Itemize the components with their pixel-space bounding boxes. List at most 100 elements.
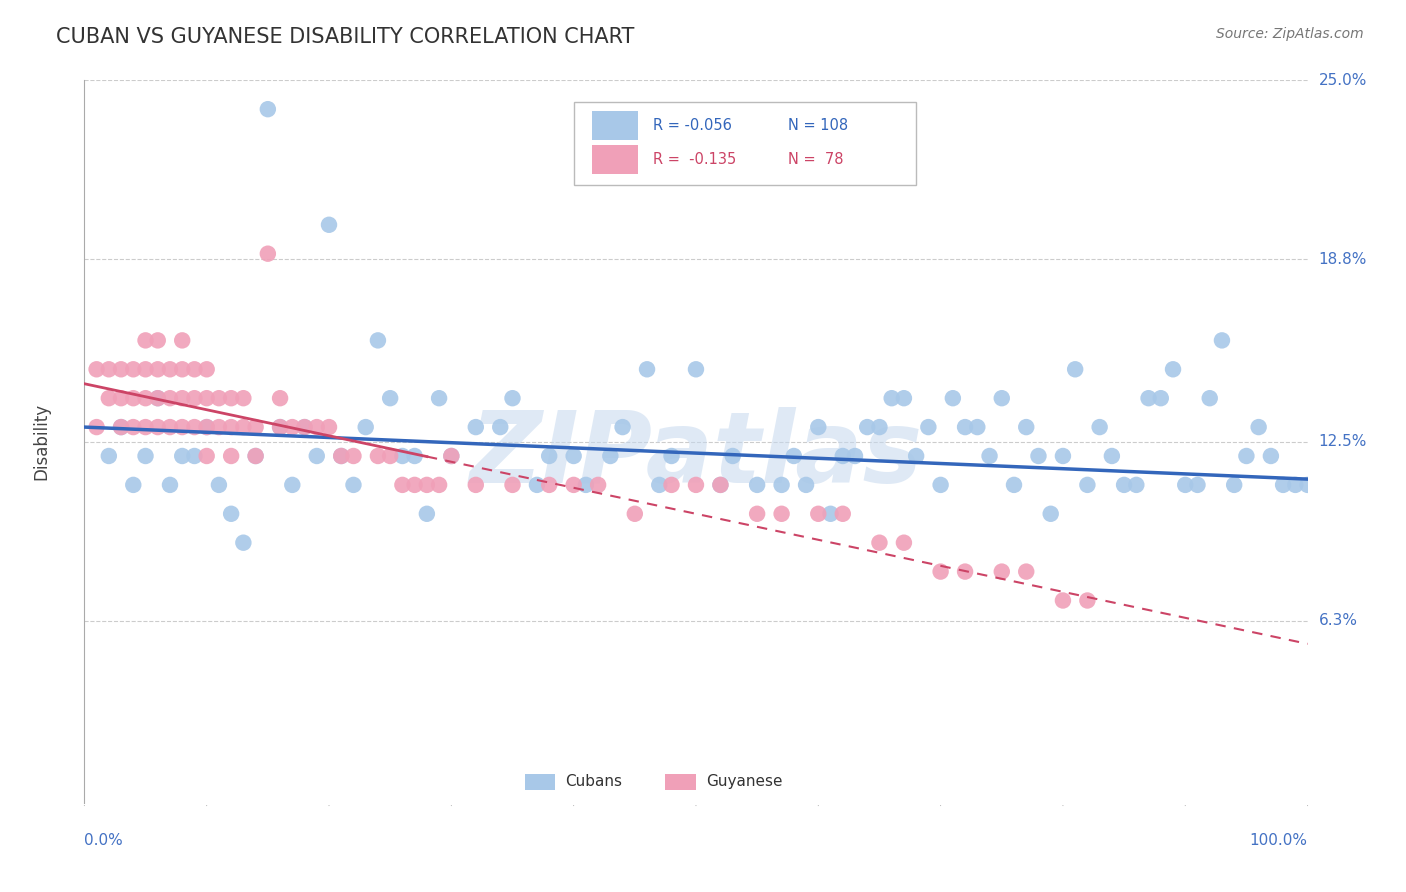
Point	[232, 420, 254, 434]
Point	[820, 507, 842, 521]
Point	[1260, 449, 1282, 463]
Point	[146, 420, 169, 434]
Point	[269, 420, 291, 434]
Point	[294, 420, 316, 434]
Point	[122, 478, 145, 492]
Point	[146, 391, 169, 405]
Point	[97, 391, 120, 405]
Point	[110, 420, 132, 434]
Point	[404, 449, 426, 463]
Point	[146, 362, 169, 376]
Text: 18.8%: 18.8%	[1319, 252, 1367, 267]
Point	[367, 334, 389, 348]
Point	[1236, 449, 1258, 463]
Point	[269, 420, 291, 434]
Text: 6.3%: 6.3%	[1319, 613, 1358, 628]
Point	[1015, 565, 1038, 579]
Point	[1028, 449, 1050, 463]
Point	[685, 478, 707, 492]
Point	[953, 420, 976, 434]
Point	[905, 449, 928, 463]
Point	[245, 420, 267, 434]
Point	[770, 507, 793, 521]
Point	[562, 449, 585, 463]
Point	[880, 391, 903, 405]
Point	[807, 507, 830, 521]
Point	[979, 449, 1001, 463]
Bar	[665, 774, 696, 789]
FancyBboxPatch shape	[574, 102, 917, 185]
Point	[783, 449, 806, 463]
Text: CUBAN VS GUYANESE DISABILITY CORRELATION CHART: CUBAN VS GUYANESE DISABILITY CORRELATION…	[56, 27, 634, 46]
Point	[612, 420, 634, 434]
Point	[159, 362, 181, 376]
Point	[869, 535, 891, 549]
Text: N = 108: N = 108	[787, 118, 848, 133]
Text: 25.0%: 25.0%	[1319, 73, 1367, 87]
Point	[416, 507, 439, 521]
Point	[208, 420, 231, 434]
Point	[219, 391, 242, 405]
Point	[624, 507, 647, 521]
Point	[195, 420, 218, 434]
Point	[661, 478, 683, 492]
Point	[86, 362, 108, 376]
Point	[183, 362, 205, 376]
Text: 12.5%: 12.5%	[1319, 434, 1367, 449]
Point	[245, 449, 267, 463]
Point	[281, 420, 304, 434]
Point	[538, 478, 561, 492]
Point	[1223, 478, 1246, 492]
Point	[893, 391, 915, 405]
Point	[966, 420, 988, 434]
Point	[1052, 593, 1074, 607]
Point	[747, 507, 769, 521]
Point	[440, 449, 463, 463]
Text: Disability: Disability	[32, 403, 51, 480]
Point	[1101, 449, 1123, 463]
Point	[110, 362, 132, 376]
Point	[1161, 362, 1184, 376]
Point	[538, 449, 561, 463]
Point	[281, 478, 304, 492]
Point	[342, 478, 364, 492]
Point	[1064, 362, 1087, 376]
Point	[305, 449, 328, 463]
Point	[122, 391, 145, 405]
Point	[599, 449, 621, 463]
Point	[917, 420, 939, 434]
Point	[219, 507, 242, 521]
Point	[1247, 420, 1270, 434]
Point	[305, 420, 328, 434]
Point	[489, 420, 512, 434]
Point	[183, 391, 205, 405]
Point	[172, 362, 194, 376]
Point	[135, 391, 157, 405]
Point	[1088, 420, 1111, 434]
Point	[367, 449, 389, 463]
Point	[110, 391, 132, 405]
Point	[354, 420, 377, 434]
Point	[1125, 478, 1147, 492]
Point	[208, 391, 231, 405]
Point	[685, 362, 707, 376]
Point	[929, 478, 952, 492]
Point	[648, 478, 671, 492]
Point	[195, 391, 218, 405]
Point	[219, 449, 242, 463]
Bar	[524, 774, 555, 789]
Point	[464, 420, 486, 434]
Point	[1052, 449, 1074, 463]
Point	[330, 449, 353, 463]
Point	[1076, 593, 1098, 607]
Text: 0.0%: 0.0%	[84, 833, 124, 848]
Point	[562, 478, 585, 492]
Text: Cubans: Cubans	[565, 774, 621, 789]
Text: R = -0.056: R = -0.056	[654, 118, 733, 133]
Point	[342, 449, 364, 463]
Point	[502, 391, 524, 405]
Point	[135, 449, 157, 463]
Point	[391, 478, 413, 492]
Point	[440, 449, 463, 463]
Point	[110, 420, 132, 434]
